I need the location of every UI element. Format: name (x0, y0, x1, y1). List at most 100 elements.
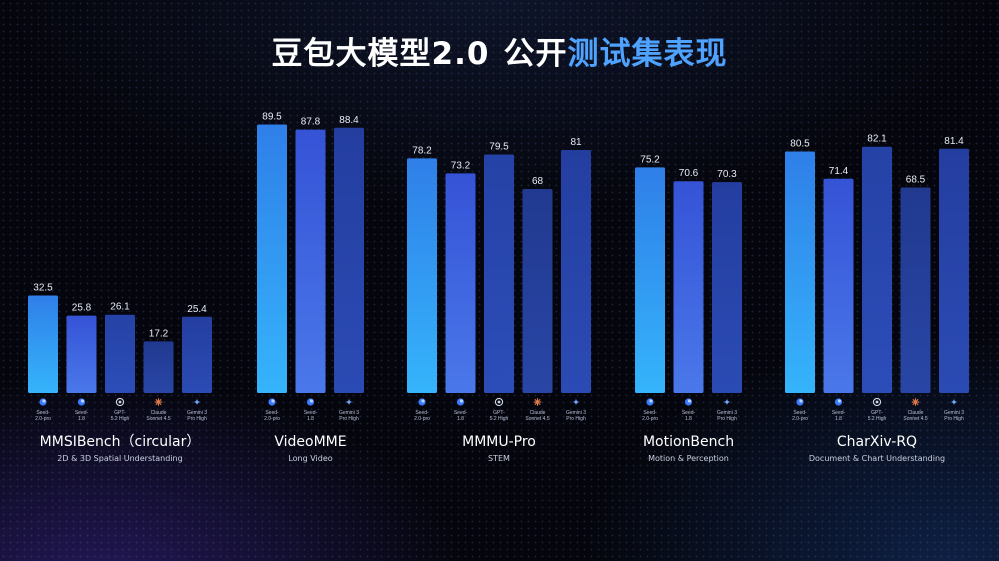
bar-seed-1-8 (66, 315, 97, 393)
bar-claude-sonnet-4-5 (900, 187, 931, 393)
benchmark-subtitle: Long Video (288, 454, 332, 463)
tick-label: 1.8 (835, 416, 842, 422)
tick-label: Seed- (643, 410, 657, 416)
tick-label: Seed- (304, 410, 318, 416)
data-label: 25.8 (72, 303, 92, 314)
data-label: 80.5 (790, 139, 810, 150)
bar-seed-1-8 (295, 129, 326, 393)
benchmark-title: MotionBench (643, 434, 734, 450)
bar-seed-1-8 (823, 178, 854, 393)
claude-icon (154, 398, 163, 406)
tick-label: 2.0-pro (792, 416, 808, 422)
benchmark-title: VideoMME (274, 434, 346, 450)
bar-gpt-5-2-high (105, 314, 135, 393)
tick-label: GPT- (493, 410, 505, 416)
benchmark-subtitle: STEM (488, 454, 510, 463)
benchmark-title: MMMU-Pro (462, 434, 536, 450)
title-part-public: 公开 (503, 36, 568, 72)
data-label: 89.5 (262, 112, 282, 123)
tick-label: 1.8 (307, 416, 314, 422)
benchmark-title: CharXiv-RQ (837, 434, 917, 450)
tick-label: Gemini 3 (339, 410, 359, 416)
bar-gemini-3-pro-high (182, 316, 212, 393)
title-part-main: 豆包大模型2.0 (271, 36, 490, 72)
tick-label: Claude (151, 410, 167, 416)
data-label: 71.4 (829, 166, 849, 177)
bar-seed-2-0-pro (407, 158, 437, 393)
bar-seed-2-0-pro (257, 124, 287, 393)
gemini-icon (723, 398, 731, 406)
data-label: 81 (570, 137, 582, 148)
seed-icon (796, 398, 804, 406)
tick-label: 2.0-pro (264, 416, 280, 422)
data-label: 78.2 (412, 145, 432, 156)
data-label: 68.5 (906, 175, 926, 186)
tick-label: Seed- (682, 410, 696, 416)
bar-claude-sonnet-4-5 (143, 341, 174, 393)
bar-group-charxiv-rq: 80.5Seed-2.0-pro71.4Seed-1.882.1GPT-5.2 … (785, 134, 969, 463)
gemini-icon (950, 398, 958, 406)
bar-seed-1-8 (445, 173, 476, 393)
claude-icon (533, 398, 542, 406)
tick-label: Gemini 3 (717, 410, 737, 416)
bar-gemini-3-pro-high (712, 182, 742, 393)
tick-label: Seed- (265, 410, 279, 416)
bar-seed-1-8 (673, 181, 704, 393)
claude-icon (911, 398, 920, 406)
benchmark-subtitle: 2D & 3D Spatial Understanding (57, 454, 182, 463)
openai-icon (494, 397, 504, 407)
tick-label: Pro High (717, 416, 737, 422)
seed-icon (77, 398, 86, 406)
tick-label: Pro High (187, 416, 207, 422)
benchmark-title: MMSIBench（circular） (40, 434, 201, 450)
data-label: 70.6 (679, 168, 699, 179)
tick-label: Pro High (944, 416, 964, 422)
seed-icon (418, 398, 426, 406)
data-label: 88.4 (339, 115, 359, 126)
tick-label: Claude (530, 410, 546, 416)
data-label: 70.3 (717, 169, 737, 180)
seed-icon (834, 398, 843, 406)
tick-label: Seed- (75, 410, 89, 416)
tick-label: Claude (908, 410, 924, 416)
bar-gemini-3-pro-high (561, 150, 591, 393)
tick-label: Gemini 3 (566, 410, 586, 416)
data-label: 75.2 (640, 154, 660, 165)
data-label: 68 (532, 176, 544, 187)
tick-label: 1.8 (685, 416, 692, 422)
bar-gemini-3-pro-high (334, 127, 364, 394)
bar-claude-sonnet-4-5 (522, 189, 553, 393)
tick-label: 1.8 (457, 416, 464, 422)
data-label: 25.4 (187, 304, 207, 315)
gemini-icon (572, 398, 580, 406)
bar-seed-2-0-pro (635, 167, 665, 393)
bars-layer: 32.5Seed-2.0-pro25.8Seed-1.826.1GPT-5.2 … (28, 112, 969, 463)
tick-label: 2.0-pro (642, 416, 658, 422)
benchmark-subtitle: Motion & Perception (648, 454, 729, 463)
data-label: 32.5 (33, 283, 53, 294)
data-label: 82.1 (867, 134, 887, 145)
data-label: 17.2 (149, 328, 169, 339)
seed-icon (684, 398, 693, 406)
data-label: 26.1 (110, 302, 130, 313)
seed-icon (646, 398, 654, 406)
tick-label: Seed- (832, 410, 846, 416)
data-label: 81.4 (944, 136, 964, 147)
tick-label: Sonnet 4.5 (903, 416, 927, 422)
tick-label: Seed- (793, 410, 807, 416)
tick-label: 5.2 High (868, 416, 887, 422)
tick-label: Sonnet 4.5 (146, 416, 170, 422)
bar-gpt-5-2-high (862, 146, 892, 393)
tick-label: Pro High (339, 416, 359, 422)
data-label: 79.5 (489, 142, 509, 153)
gemini-icon (193, 398, 201, 406)
gemini-icon (345, 398, 353, 406)
title-part-highlight: 测试集表现 (567, 36, 728, 72)
benchmark-subtitle: Document & Chart Understanding (809, 454, 945, 463)
bar-seed-2-0-pro (28, 295, 58, 393)
tick-label: Pro High (566, 416, 586, 422)
bar-group-mmmu-pro: 78.2Seed-2.0-pro73.2Seed-1.879.5GPT-5.2 … (407, 137, 591, 463)
